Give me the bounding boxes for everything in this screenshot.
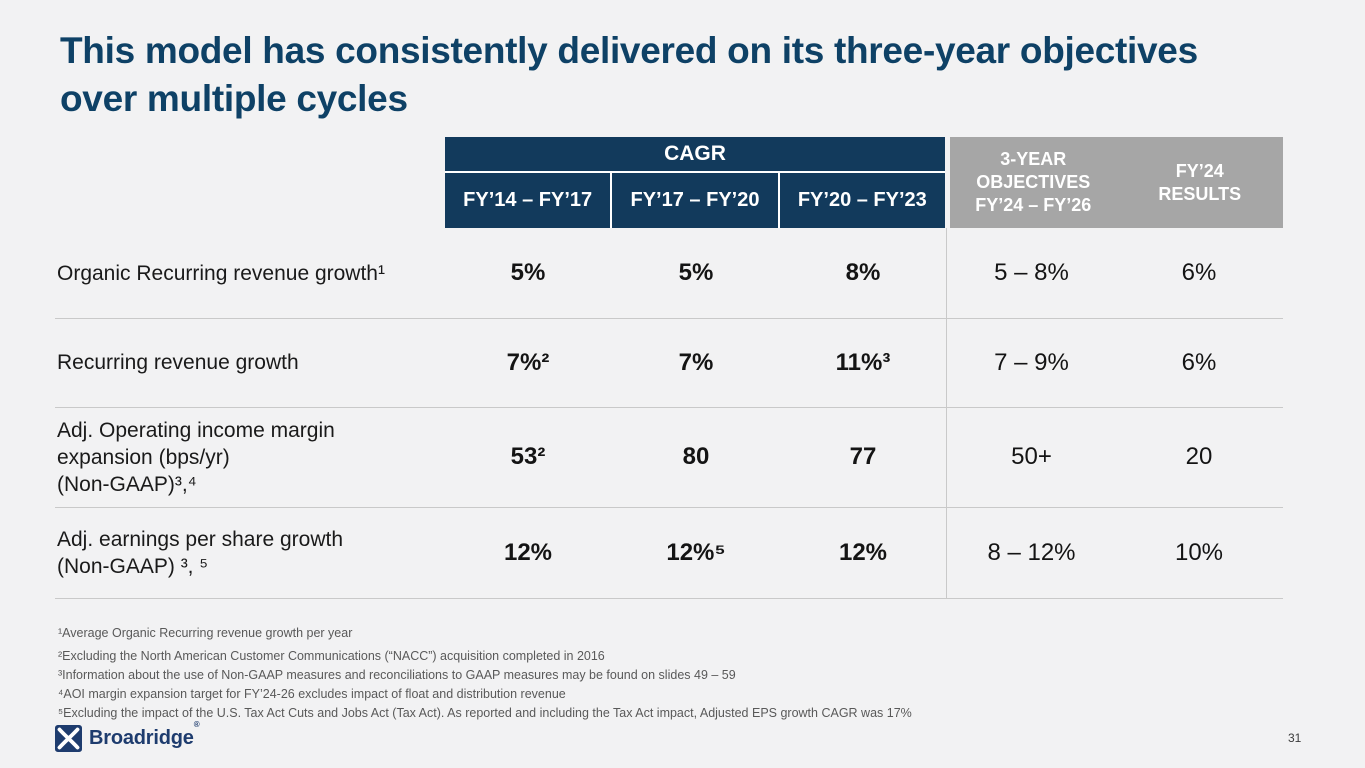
row-label: Adj. Operating income margin expansion (… [57,418,335,496]
cagr-value: 12%⁵ [666,538,726,566]
result-value: 10% [1174,538,1224,566]
result-value: 20 [1185,443,1213,470]
cagr-header-block: CAGR FY’14 – FY’17 FY’17 – FY’20 FY’20 –… [445,137,945,228]
objective-value: 5 – 8% [994,259,1069,286]
objectives-header: 3-YEAR OBJECTIVES FY’24 – FY’26 [975,149,1092,215]
objective-value: 8 – 12% [987,538,1076,566]
period-header-fy20-fy23: FY’20 – FY’23 [779,173,945,228]
row-label: Adj. earnings per share growth (Non-GAAP… [57,527,343,578]
row-label: Organic Recurring revenue growth¹ [57,261,385,285]
period-header-row: FY’14 – FY’17 FY’17 – FY’20 FY’20 – FY’2… [445,173,945,228]
table-row: Adj. earnings per share growth (Non-GAAP… [55,507,1283,599]
footnote-3: ³Information about the use of Non-GAAP m… [58,668,736,682]
cagr-value: 7% [678,348,714,376]
slide-title: This model has consistently delivered on… [60,30,1198,119]
cagr-value: 80 [682,443,710,470]
column-divider [946,228,947,598]
broadridge-logo-text: Broadridge® [89,720,200,749]
footnote-2: ²Excluding the North American Customer C… [58,649,605,663]
table-row: Organic Recurring revenue growth¹ 5% 5% … [55,228,1283,319]
cagr-value: 7%² [506,348,550,376]
cagr-value: 12% [503,538,553,566]
footnote-5: ⁵Excluding the impact of the U.S. Tax Ac… [58,706,912,720]
cagr-value: 8% [845,259,881,286]
cagr-value: 11%³ [835,348,891,376]
cagr-value: 77 [849,443,877,470]
cagr-value: 53² [510,443,546,470]
cagr-value: 12% [838,538,888,566]
results-header: FY’24 RESULTS [1158,160,1242,204]
result-value: 6% [1181,259,1217,286]
registered-mark: ® [193,720,200,729]
table-row: Recurring revenue growth 7%² 7% 11%³ 7 –… [55,318,1283,408]
table-row: Adj. Operating income margin expansion (… [55,407,1283,508]
footnotes: ¹Average Organic Recurring revenue growt… [58,626,1298,725]
footnote-1: ¹Average Organic Recurring revenue growt… [58,626,353,640]
broadridge-logo: Broadridge® [55,720,200,752]
objective-value: 7 – 9% [994,348,1069,376]
result-value: 6% [1181,348,1217,376]
broadridge-logo-icon [55,725,82,752]
objective-value: 50+ [1011,443,1052,470]
row-label: Recurring revenue growth [57,351,299,374]
period-header-fy17-fy20: FY’17 – FY’20 [612,173,778,228]
cagr-header: CAGR [445,137,945,171]
period-header-fy14-fy17: FY’14 – FY’17 [445,173,611,228]
objectives-results-header-block: 3-YEAR OBJECTIVES FY’24 – FY’26 FY’24 RE… [950,137,1283,228]
page-number: 31 [1288,731,1302,745]
footnote-4: ⁴AOI margin expansion target for FY’24-2… [58,687,566,701]
cagr-value: 5% [678,259,714,286]
cagr-value: 5% [510,259,546,286]
